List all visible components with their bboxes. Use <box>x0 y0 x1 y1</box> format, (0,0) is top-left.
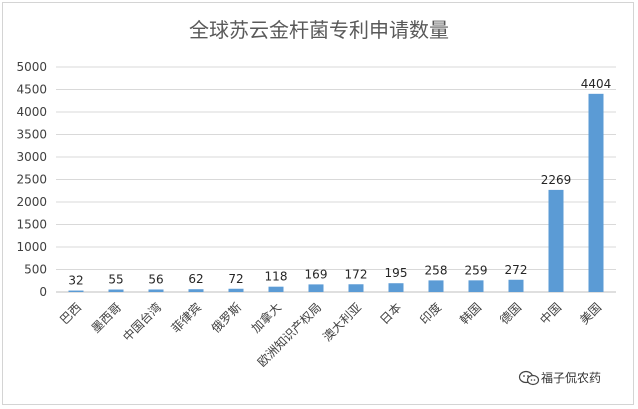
x-tick-label: 加拿大 <box>248 300 284 336</box>
data-label: 169 <box>305 267 328 281</box>
x-tick-label: 中国 <box>537 300 565 328</box>
bar <box>548 189 564 292</box>
watermark: 福子侃农药 <box>518 370 601 386</box>
bar <box>268 286 284 292</box>
bar <box>68 290 84 292</box>
data-labels: 32 55 56 62 72 118 169 172 195 258 259 272 2269 4404 <box>68 77 611 288</box>
bar <box>508 279 524 292</box>
y-tick-label: 0 <box>39 285 47 299</box>
data-label: 2269 <box>541 173 572 187</box>
data-label: 4404 <box>581 77 612 91</box>
x-tick-label: 印度 <box>417 300 445 328</box>
bar <box>188 289 204 292</box>
data-label: 118 <box>265 270 288 284</box>
data-label: 72 <box>228 272 243 286</box>
y-tick-label: 4500 <box>16 83 47 97</box>
data-label: 56 <box>148 272 163 286</box>
x-tick-label: 德国 <box>497 300 525 328</box>
y-axis: 0 500 1000 1500 2000 2500 3000 3500 4000 4500 5000 <box>16 60 47 299</box>
bar <box>108 289 124 292</box>
data-label: 55 <box>108 273 123 287</box>
y-tick-label: 4000 <box>16 105 47 119</box>
y-tick-label: 3000 <box>16 150 47 164</box>
data-label: 259 <box>465 263 488 277</box>
x-tick-label: 巴西 <box>57 300 84 327</box>
bar <box>228 288 244 292</box>
x-tick-label: 俄罗斯 <box>209 300 244 335</box>
x-tick-label: 美国 <box>577 300 604 327</box>
x-axis: 巴西 墨西哥中国台湾 菲律宾 俄罗斯 加拿大欧洲知识产权局澳大利亚 日本 印度 韩国 德国 中国美… <box>57 300 604 370</box>
bar <box>388 283 404 292</box>
gridlines <box>56 66 616 293</box>
bar <box>588 93 604 292</box>
data-label: 62 <box>188 272 203 286</box>
chart-frame <box>2 2 634 405</box>
wechat-icon <box>518 370 540 386</box>
y-tick-label: 2500 <box>16 173 47 187</box>
y-tick-label: 5000 <box>16 60 47 74</box>
x-tick-label: 墨西哥 <box>89 300 124 335</box>
chart-title: 全球苏云金杆菌专利申请数量 <box>189 18 449 42</box>
data-label: 195 <box>385 266 408 280</box>
data-label: 32 <box>68 274 83 288</box>
x-tick-label: 日本 <box>377 300 404 327</box>
bar <box>148 289 164 292</box>
y-tick-label: 1500 <box>16 218 47 232</box>
x-tick-label: 澳大利亚 <box>320 300 364 344</box>
data-label: 272 <box>505 263 528 277</box>
bar <box>308 284 324 292</box>
y-tick-label: 2000 <box>16 195 47 209</box>
bar <box>468 280 484 292</box>
watermark-text: 福子侃农药 <box>541 370 601 385</box>
data-label: 172 <box>345 267 368 281</box>
y-tick-label: 3500 <box>16 128 47 142</box>
x-tick-label: 韩国 <box>457 300 485 328</box>
bar <box>348 284 364 292</box>
x-tick-label: 菲律宾 <box>168 300 204 336</box>
data-label: 258 <box>425 263 448 277</box>
bar <box>428 280 444 292</box>
y-tick-label: 1000 <box>16 240 47 254</box>
bars <box>68 93 604 292</box>
y-tick-label: 500 <box>24 263 47 277</box>
x-tick-label: 中国台湾 <box>120 300 165 345</box>
